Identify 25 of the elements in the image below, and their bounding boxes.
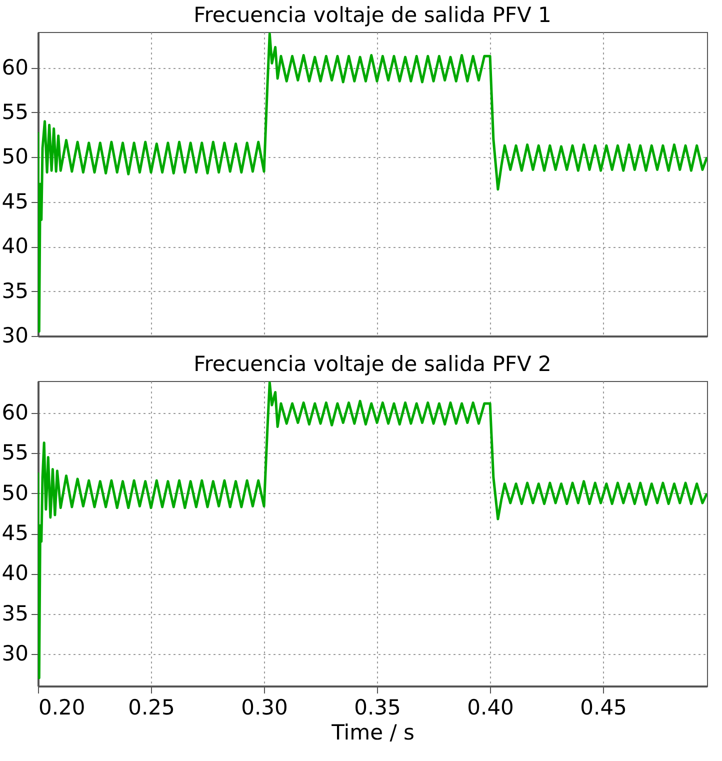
y-tick-label: 30 [2,324,28,348]
x-tick-label: 0.40 [467,696,514,720]
x-tick-label: 0.30 [241,696,288,720]
y-tick-label: 60 [2,400,28,425]
chart-title: Frecuencia voltaje de salida PFV 2 [194,352,552,376]
y-tick-label: 40 [2,234,28,258]
y-tick-label: 35 [2,601,28,626]
y-tick-label: 35 [2,278,28,303]
y-tick-label: 45 [2,189,28,214]
chart-title: Frecuencia voltaje de salida PFV 1 [194,3,552,27]
y-tick-label: 45 [2,521,28,545]
y-tick-label: 55 [2,440,28,465]
x-axis-title: Time / s [330,720,414,744]
y-tick-label: 40 [2,561,28,586]
y-tick-label: 55 [2,100,28,124]
x-tick-label: 0.20 [38,696,86,720]
y-tick-label: 50 [2,480,28,505]
y-tick-label: 50 [2,144,28,169]
y-tick-label: 60 [2,55,28,80]
line-series [38,32,707,333]
line-series [38,381,707,680]
y-tick-label: 30 [2,641,28,666]
x-tick-label: 0.25 [128,696,175,720]
x-tick-label: 0.35 [354,696,401,720]
x-tick-label: 0.45 [580,696,627,720]
